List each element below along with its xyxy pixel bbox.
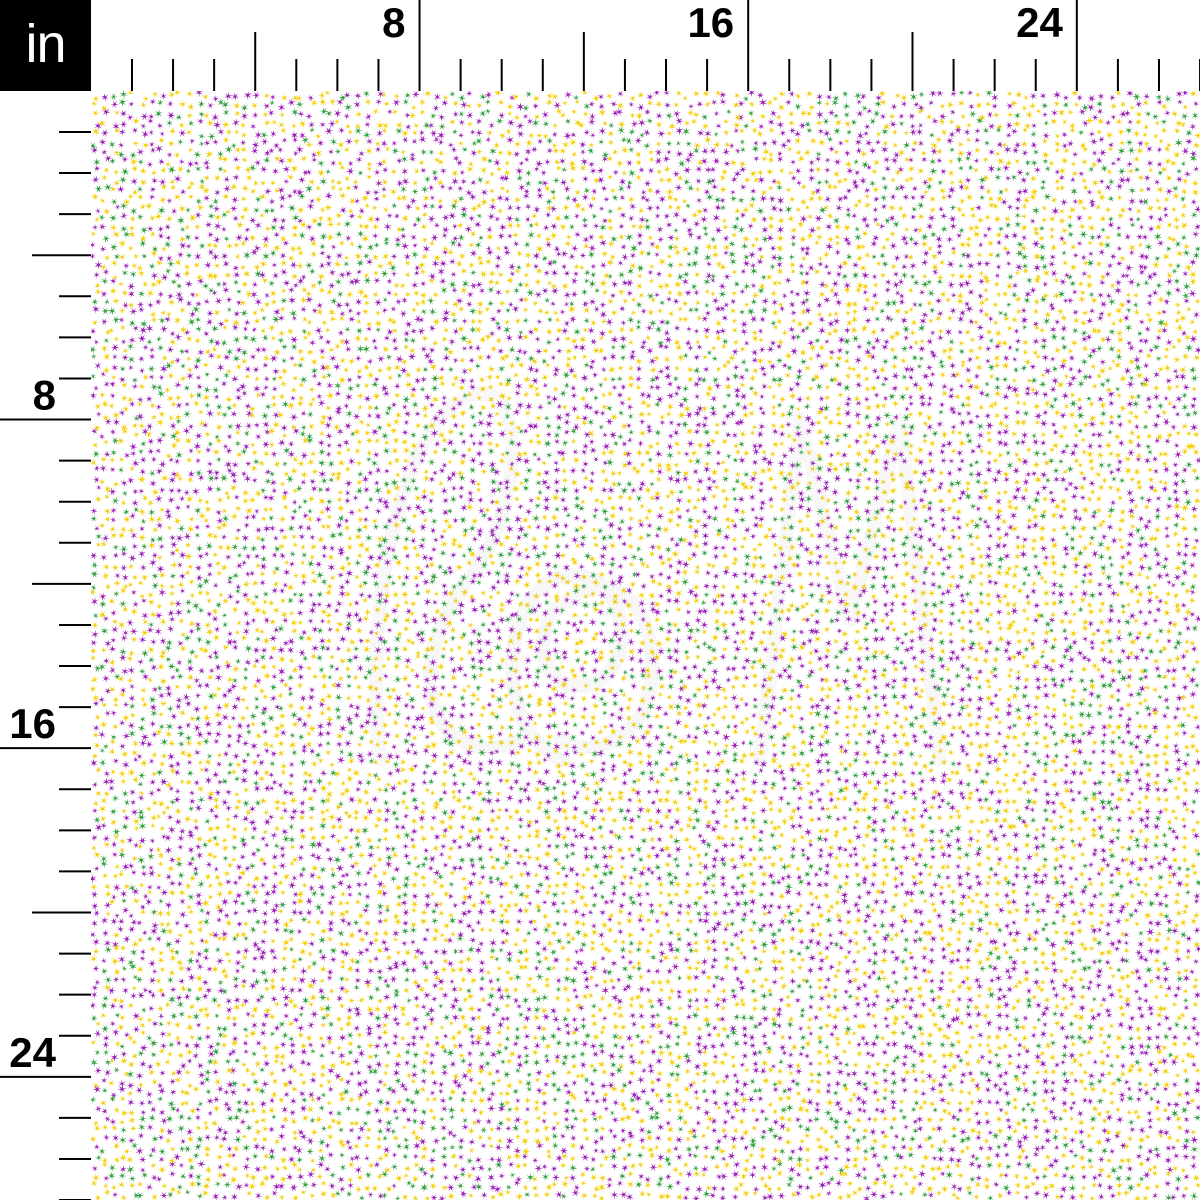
svg-text:16: 16: [9, 700, 56, 747]
svg-text:16: 16: [687, 0, 734, 46]
svg-text:24: 24: [9, 1029, 56, 1076]
svg-text:8: 8: [33, 372, 56, 419]
svg-text:8: 8: [382, 0, 405, 46]
svg-text:24: 24: [1016, 0, 1063, 46]
